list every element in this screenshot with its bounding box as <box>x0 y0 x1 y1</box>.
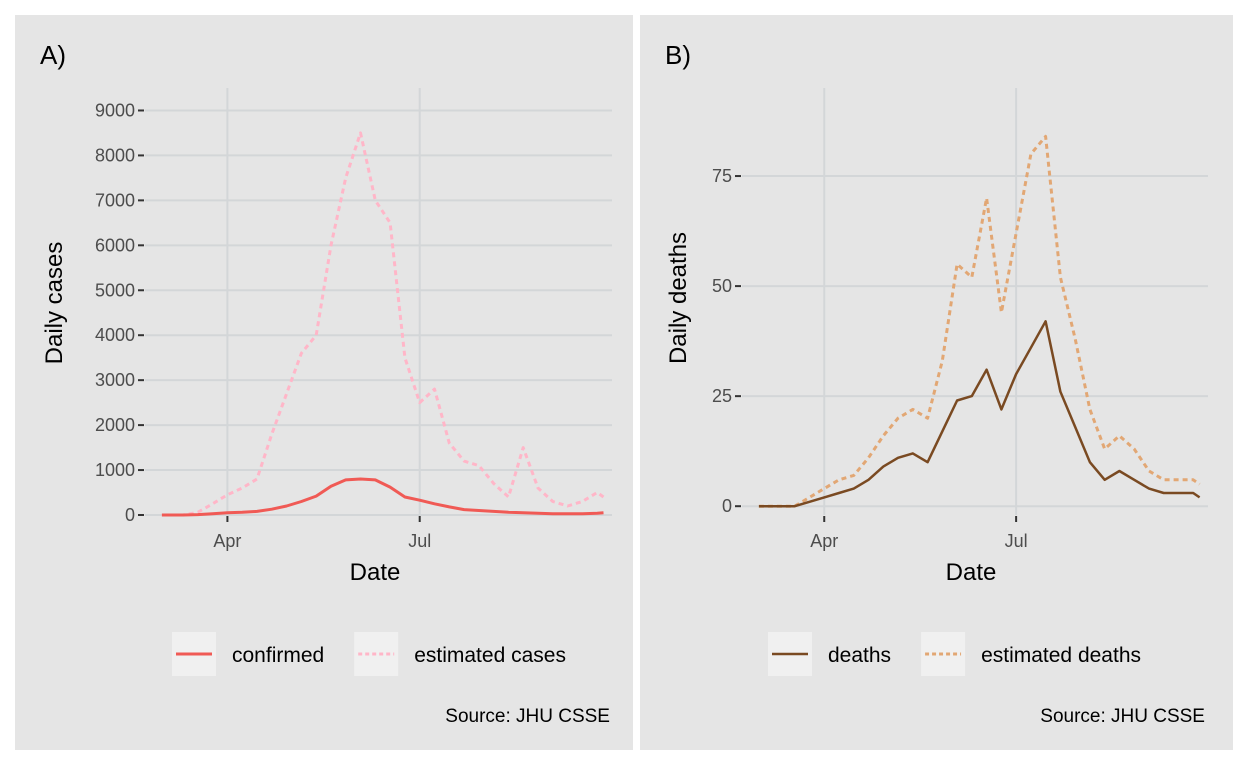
panel-b-x-axis-label: Date <box>946 559 997 586</box>
panel-a-series-estimated-cases <box>161 131 605 517</box>
panel-b-y-axis-label: Daily deaths <box>665 232 692 364</box>
panel-a-gridlines <box>145 88 612 516</box>
panel-a-series <box>161 131 605 517</box>
panel-b-x-tick-label: Apr <box>810 531 838 551</box>
panel-a-legend-item: estimated cases <box>354 632 566 676</box>
panel-a-tag: A) <box>40 40 66 70</box>
panel-b-legend: deaths estimated deaths <box>768 632 1141 676</box>
panel-b-tag: B) <box>665 40 691 70</box>
panel-a-y-tick-label: 9000 <box>95 100 135 120</box>
panel-a-y-tick-label: 2000 <box>95 415 135 435</box>
panel-b-legend-label: estimated deaths <box>981 644 1141 667</box>
panel-a-x-tick-label: Apr <box>213 531 241 551</box>
panel-a-x-tick-label: Jul <box>408 531 431 551</box>
panel-a-y-tick-label: 7000 <box>95 190 135 210</box>
panel-b-y-tick-label: 50 <box>712 276 732 296</box>
panel-b: B) 0 25 50 75 Apr Jul Date Daily deaths death… <box>640 15 1233 750</box>
panel-a-y-tick-label: 1000 <box>95 460 135 480</box>
panel-b-series-estimated-deaths <box>758 134 1201 508</box>
panel-b-legend-label: deaths <box>828 644 891 667</box>
panel-a-y-tick-label: 4000 <box>95 325 135 345</box>
panel-b-x-tick-label: Jul <box>1005 531 1028 551</box>
panel-b-caption: Source: JHU CSSE <box>1040 706 1205 727</box>
panel-a-y-tick-label: 5000 <box>95 280 135 300</box>
panel-a-y-tick-label: 6000 <box>95 235 135 255</box>
panel-b-y-tick-label: 75 <box>712 166 732 186</box>
panel-b-gridlines <box>742 88 1208 515</box>
panel-a-y-tick-label: 3000 <box>95 370 135 390</box>
panel-a-legend-label: estimated cases <box>414 644 566 667</box>
panel-a-y-tick-label: 8000 <box>95 145 135 165</box>
panel-a-legend-label: confirmed <box>232 644 324 667</box>
panel-a-legend: confirmed estimated cases <box>172 632 566 676</box>
panel-a-series-confirmed <box>161 477 604 517</box>
panel-b-series <box>758 134 1201 508</box>
panel-a-y-axis-label: Daily cases <box>41 242 68 365</box>
panel-a: A) 0 1000 2000 3000 4000 5000 6000 7000 8000 9000… <box>15 15 633 750</box>
panel-b-y-tick-label: 25 <box>712 386 732 406</box>
panel-a-background <box>15 15 633 750</box>
panel-b-y-tick-label: 0 <box>722 496 732 516</box>
panel-a-axes: 0 1000 2000 3000 4000 5000 6000 7000 8000 9000 Apr… <box>95 100 431 551</box>
panel-b-series-deaths <box>758 320 1201 508</box>
panel-a-caption: Source: JHU CSSE <box>445 706 610 727</box>
panel-a-y-tick-label: 0 <box>125 505 135 525</box>
panel-b-axes: 0 25 50 75 Apr Jul <box>712 166 1028 551</box>
panel-a-legend-item: confirmed <box>172 632 324 676</box>
panel-b-legend-item: deaths <box>768 632 891 676</box>
panel-b-legend-item: estimated deaths <box>921 632 1141 676</box>
panel-a-x-axis-label: Date <box>350 559 401 586</box>
